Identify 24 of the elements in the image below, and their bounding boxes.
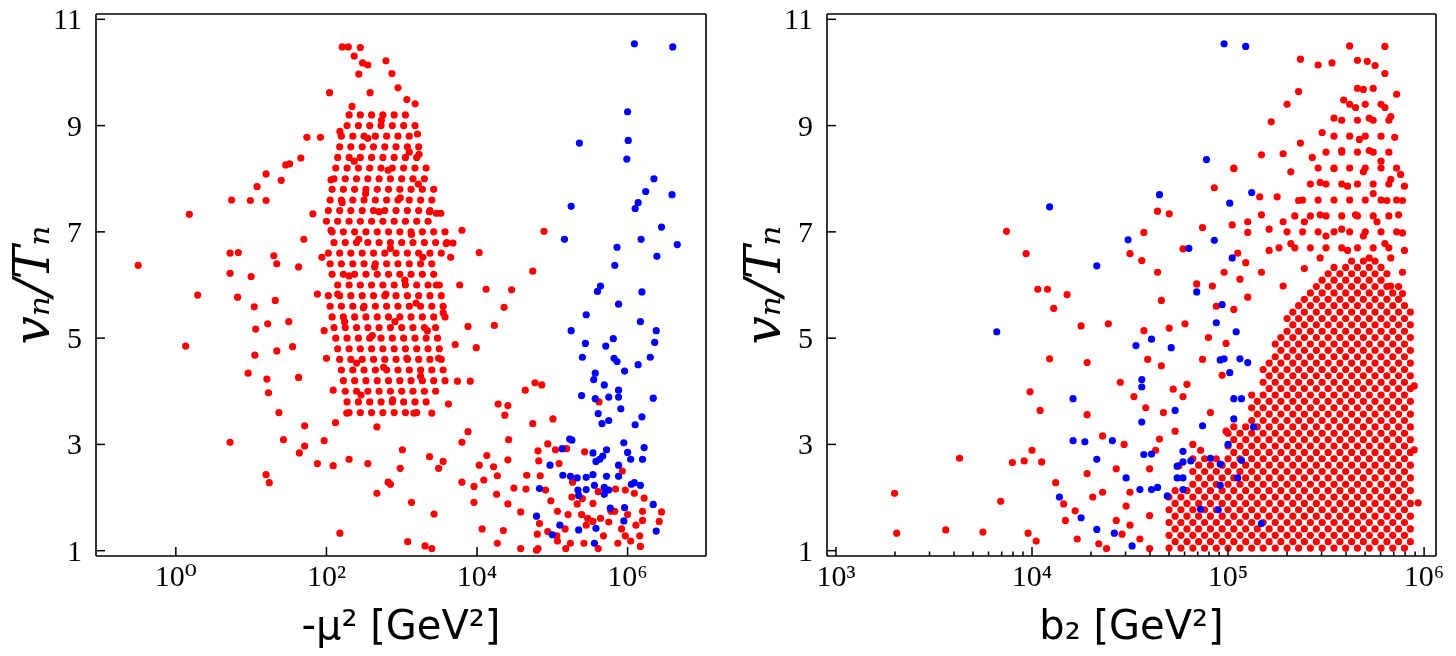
x-tick-label: 10⁴ (456, 559, 498, 592)
x-tick-label: 10⁴ (1011, 559, 1053, 592)
y-axis-title: vₙ/Tₙ (3, 225, 61, 345)
x-tick-label: 10⁵ (1207, 559, 1249, 592)
x-axis-title: -μ² [GeV²] (301, 602, 501, 648)
y-tick-label: 5 (67, 321, 82, 355)
y-tick-label: 7 (798, 214, 813, 248)
y-axis-title: vₙ/Tₙ (734, 225, 792, 345)
x-tick-label: 10⁶ (1403, 559, 1445, 592)
x-tick-label: 10⁰ (154, 559, 197, 592)
x-tick-label: 10³ (816, 559, 856, 592)
y-tick-label: 11 (784, 2, 813, 36)
y-tick-label: 7 (67, 214, 82, 248)
y-tick-label: 1 (798, 533, 813, 567)
y-tick-label: 11 (53, 2, 82, 36)
y-tick-label: 9 (798, 108, 813, 142)
x-tick-label: 10⁶ (607, 559, 648, 592)
x-axis-title: b₂ [GeV²] (1039, 602, 1224, 648)
y-tick-label: 9 (67, 108, 82, 142)
x-tick-label: 10² (306, 559, 346, 592)
y-tick-label: 5 (798, 321, 813, 355)
y-tick-label: 3 (798, 427, 813, 461)
y-tick-label: 1 (67, 533, 82, 567)
y-tick-label: 3 (67, 427, 82, 461)
